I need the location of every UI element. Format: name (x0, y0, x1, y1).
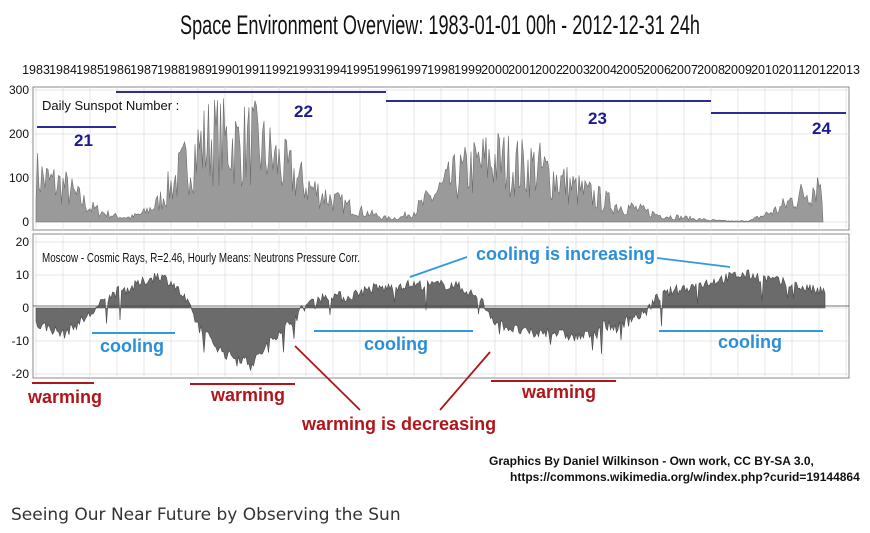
credit-line-1: Graphics By Daniel Wilkinson - Own work,… (489, 454, 814, 468)
year-tick-label: 1993 (292, 63, 320, 77)
warming-decreasing-pointer-left (294, 345, 361, 411)
year-tick-label: 1999 (454, 63, 482, 77)
cycle-24-label: 24 (812, 119, 831, 138)
warming-label-1: warming (27, 387, 102, 407)
warming-decreasing-pointer-right (439, 351, 491, 411)
year-tick-label: 1998 (427, 63, 455, 77)
year-tick-label: 1995 (346, 63, 374, 77)
sunspot-series-area (35, 98, 824, 223)
year-tick-label: 1997 (400, 63, 428, 77)
year-tick-label: 2001 (508, 63, 536, 77)
year-tick-label: 2003 (562, 63, 590, 77)
warming-is-decreasing-label: warming is decreasing (301, 414, 496, 434)
cooling-label-1: cooling (100, 336, 164, 356)
year-tick-label: 2007 (670, 63, 698, 77)
space-environment-figure: Space Environment Overview: 1983-01-01 0… (9, 10, 860, 484)
year-tick-label: 2009 (724, 63, 752, 77)
sunspot-y-tick-label: 0 (22, 215, 29, 229)
year-tick-label: 2000 (481, 63, 509, 77)
cycle-23-label: 23 (588, 109, 607, 128)
year-tick-label: 1988 (157, 63, 185, 77)
sunspot-y-ticks: 0 100 200 300 (9, 83, 29, 229)
year-tick-label: 1994 (319, 63, 347, 77)
cosmic-y-tick-label: -10 (12, 334, 30, 348)
chart-title: Space Environment Overview: 1983-01-01 0… (180, 10, 700, 40)
cosmic-y-tick-label: 0 (22, 301, 29, 315)
year-tick-label: 2002 (535, 63, 563, 77)
cosmic-ray-y-ticks: -20 -10 0 10 20 (12, 235, 30, 381)
year-tick-label: 1983 (22, 63, 50, 77)
warming-label-2: warming (210, 385, 285, 405)
cooling-increasing-pointer-left (409, 256, 468, 278)
sunspot-y-tick-label: 300 (9, 83, 29, 97)
cycle-21-label: 21 (74, 131, 93, 150)
year-tick-label: 2012 (805, 63, 833, 77)
year-tick-label: 1996 (373, 63, 401, 77)
year-tick-label: 2013 (832, 63, 860, 77)
page-caption: Seeing Our Near Future by Observing the … (11, 505, 401, 525)
sunspot-y-tick-label: 100 (9, 171, 29, 185)
cosmic-y-tick-label: -20 (12, 367, 30, 381)
credit-line-2: https://commons.wikimedia.org/w/index.ph… (510, 470, 860, 484)
year-tick-label: 2005 (616, 63, 644, 77)
cosmic-y-tick-label: 10 (16, 268, 30, 282)
sunspot-y-tick-label: 200 (9, 127, 29, 141)
year-tick-label: 2006 (643, 63, 671, 77)
year-tick-label: 2008 (697, 63, 725, 77)
year-tick-label: 1984 (49, 63, 77, 77)
year-tick-label: 1986 (103, 63, 131, 77)
year-tick-label: 1991 (238, 63, 266, 77)
year-tick-label: 1989 (184, 63, 212, 77)
year-tick-label: 2004 (589, 63, 617, 77)
cosmic-ray-panel-label: Moscow - Cosmic Rays, R=2.46, Hourly Mea… (42, 250, 360, 265)
cosmic-ray-series-area (35, 269, 826, 371)
cooling-label-3: cooling (718, 332, 782, 352)
year-tick-label: 2011 (779, 63, 806, 77)
cooling-is-increasing-label: cooling is increasing (476, 244, 655, 264)
cosmic-y-tick-label: 20 (16, 235, 30, 249)
warming-label-3: warming (521, 382, 596, 402)
cycle-22-label: 22 (294, 102, 313, 121)
year-tick-label: 1987 (130, 63, 158, 77)
sunspot-panel-label: Daily Sunspot Number : (42, 98, 179, 113)
year-tick-label: 1992 (265, 63, 293, 77)
cooling-increasing-pointer-right (656, 257, 731, 268)
year-axis: 1983 1984 1985 1986 1987 1988 1989 1990 1991 1992… (22, 63, 860, 77)
cooling-label-2: cooling (364, 334, 428, 354)
year-tick-label: 1985 (76, 63, 104, 77)
year-tick-label: 2010 (751, 63, 779, 77)
year-tick-label: 1990 (211, 63, 239, 77)
